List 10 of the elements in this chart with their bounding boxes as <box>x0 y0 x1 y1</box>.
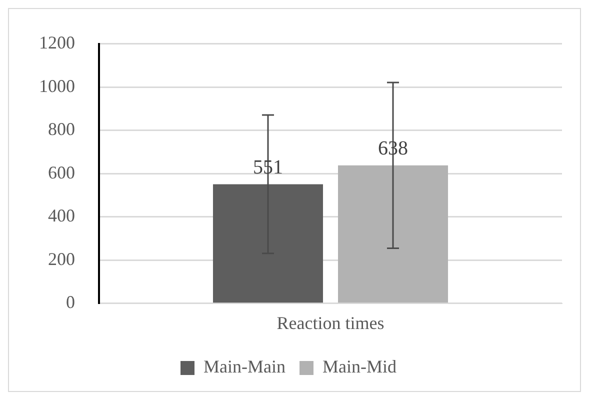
legend-label: Main-Mid <box>322 356 396 377</box>
y-tick-label: 1000 <box>39 76 75 96</box>
y-tick-label: 600 <box>48 162 75 182</box>
y-tick-label: 1200 <box>39 32 75 53</box>
x-tick-label: Reaction times <box>276 312 384 333</box>
y-tick-label: 200 <box>48 248 75 269</box>
y-tick-label: 400 <box>48 206 75 226</box>
y-tick-label: 0 <box>66 292 75 312</box>
legend-label: Main-Main <box>204 356 286 377</box>
y-tick-label: 800 <box>48 119 75 140</box>
